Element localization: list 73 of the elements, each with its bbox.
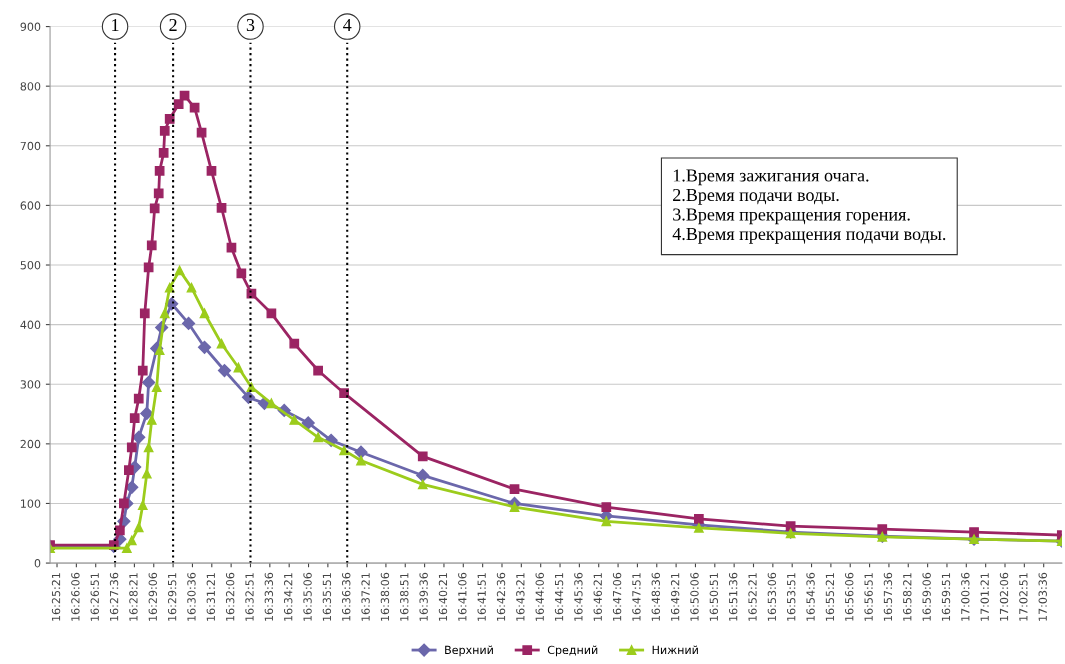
y-tick-label: 400 xyxy=(20,320,41,329)
x-tick-label: 16:41:51 xyxy=(477,573,486,621)
x-tick-label: 16:32:51 xyxy=(245,573,254,621)
x-tick-label: 16:28:21 xyxy=(129,573,138,621)
annotation: 1.Время зажигания очага. xyxy=(673,169,869,186)
legend-label: Средний xyxy=(547,645,598,657)
x-tick-label: 16:56:06 xyxy=(845,572,854,621)
y-tick-label: 800 xyxy=(20,82,41,91)
y-tick-label: 200 xyxy=(20,439,41,449)
y-tick-label: 100 xyxy=(21,499,41,508)
x-tick-label: 16:59:51 xyxy=(941,573,951,621)
x-tick-label: 16:34:21 xyxy=(284,573,293,621)
x-tick-label: 17:03:36 xyxy=(1038,572,1047,621)
x-tick-label: 16:47:51 xyxy=(632,573,641,621)
x-tick-label: 16:32:06 xyxy=(225,572,235,621)
x-tick-label: 16:52:21 xyxy=(748,573,757,621)
legend-label: Верхний xyxy=(445,645,493,657)
x-tick-label: 16:38:51 xyxy=(400,573,409,621)
annotation: 2 xyxy=(169,18,177,31)
x-tick-label: 16:44:51 xyxy=(554,573,564,621)
y-tick-label: 600 xyxy=(20,201,41,210)
x-tick-label: 16:50:51 xyxy=(709,573,719,621)
x-tick-label: 16:37:21 xyxy=(361,573,370,621)
y-tick-label: 900 xyxy=(20,22,41,31)
x-tick-label: 16:57:36 xyxy=(883,572,893,621)
x-tick-label: 16:50:06 xyxy=(690,572,699,621)
x-tick-label: 17:02:51 xyxy=(1019,573,1028,621)
x-tick-label: 16:30:36 xyxy=(187,572,196,621)
x-tick-label: 16:43:21 xyxy=(516,573,525,621)
x-tick-label: 16:56:51 xyxy=(864,573,873,621)
x-tick-label: 16:33:36 xyxy=(264,572,274,621)
y-tick-label: 300 xyxy=(20,380,41,389)
annotation: 3 xyxy=(246,18,255,32)
x-tick-label: 16:40:21 xyxy=(438,573,448,621)
annotation: 2.Время подачи воды. xyxy=(673,188,839,205)
x-tick-label: 16:25:21 xyxy=(51,573,61,621)
x-tick-label: 16:36:36 xyxy=(342,572,351,621)
annotation: 1 xyxy=(112,18,119,31)
x-tick-label: 17:02:06 xyxy=(999,572,1009,621)
x-tick-label: 16:29:51 xyxy=(167,573,177,621)
annotation: 3.Время прекращения горения. xyxy=(673,208,910,225)
x-tick-label: 16:54:36 xyxy=(806,572,815,621)
x-tick-label: 17:01:21 xyxy=(980,573,989,621)
x-tick-label: 16:53:06 xyxy=(767,572,777,621)
x-tick-label: 16:35:51 xyxy=(322,573,332,621)
x-tick-label: 16:26:06 xyxy=(71,572,80,621)
x-tick-label: 16:41:06 xyxy=(458,572,467,621)
annotation: 4 xyxy=(343,19,352,31)
x-tick-label: 16:38:06 xyxy=(380,572,390,621)
x-tick-label: 16:51:36 xyxy=(728,572,738,621)
x-tick-label: 16:47:06 xyxy=(612,572,622,621)
x-tick-label: 16:48:36 xyxy=(651,572,660,621)
x-tick-label: 16:35:06 xyxy=(303,572,312,621)
x-tick-label: 16:45:36 xyxy=(574,572,583,621)
x-tick-label: 16:42:36 xyxy=(496,572,506,621)
x-tick-label: 16:29:06 xyxy=(148,572,157,621)
x-tick-label: 16:58:21 xyxy=(903,573,912,621)
x-tick-label: 16:59:06 xyxy=(922,572,931,621)
x-tick-label: 16:39:36 xyxy=(419,572,428,621)
x-tick-label: 16:31:21 xyxy=(206,573,216,621)
y-tick-label: 700 xyxy=(20,141,41,151)
x-tick-label: 16:49:21 xyxy=(670,573,680,621)
y-tick-label: 500 xyxy=(20,260,41,270)
x-tick-label: 16:55:21 xyxy=(825,573,835,621)
y-tick-label: 0 xyxy=(34,559,41,568)
x-tick-label: 16:53:51 xyxy=(787,573,796,621)
x-tick-label: 16:46:21 xyxy=(593,573,602,621)
x-tick-label: 17:00:36 xyxy=(961,572,970,621)
legend-label: Нижний xyxy=(652,645,698,654)
annotation: 4.Время прекращения подачи воды. xyxy=(672,228,946,244)
x-tick-label: 16:27:36 xyxy=(109,572,119,621)
x-tick-label: 16:44:06 xyxy=(535,572,544,621)
x-tick-label: 16:26:51 xyxy=(90,573,99,621)
